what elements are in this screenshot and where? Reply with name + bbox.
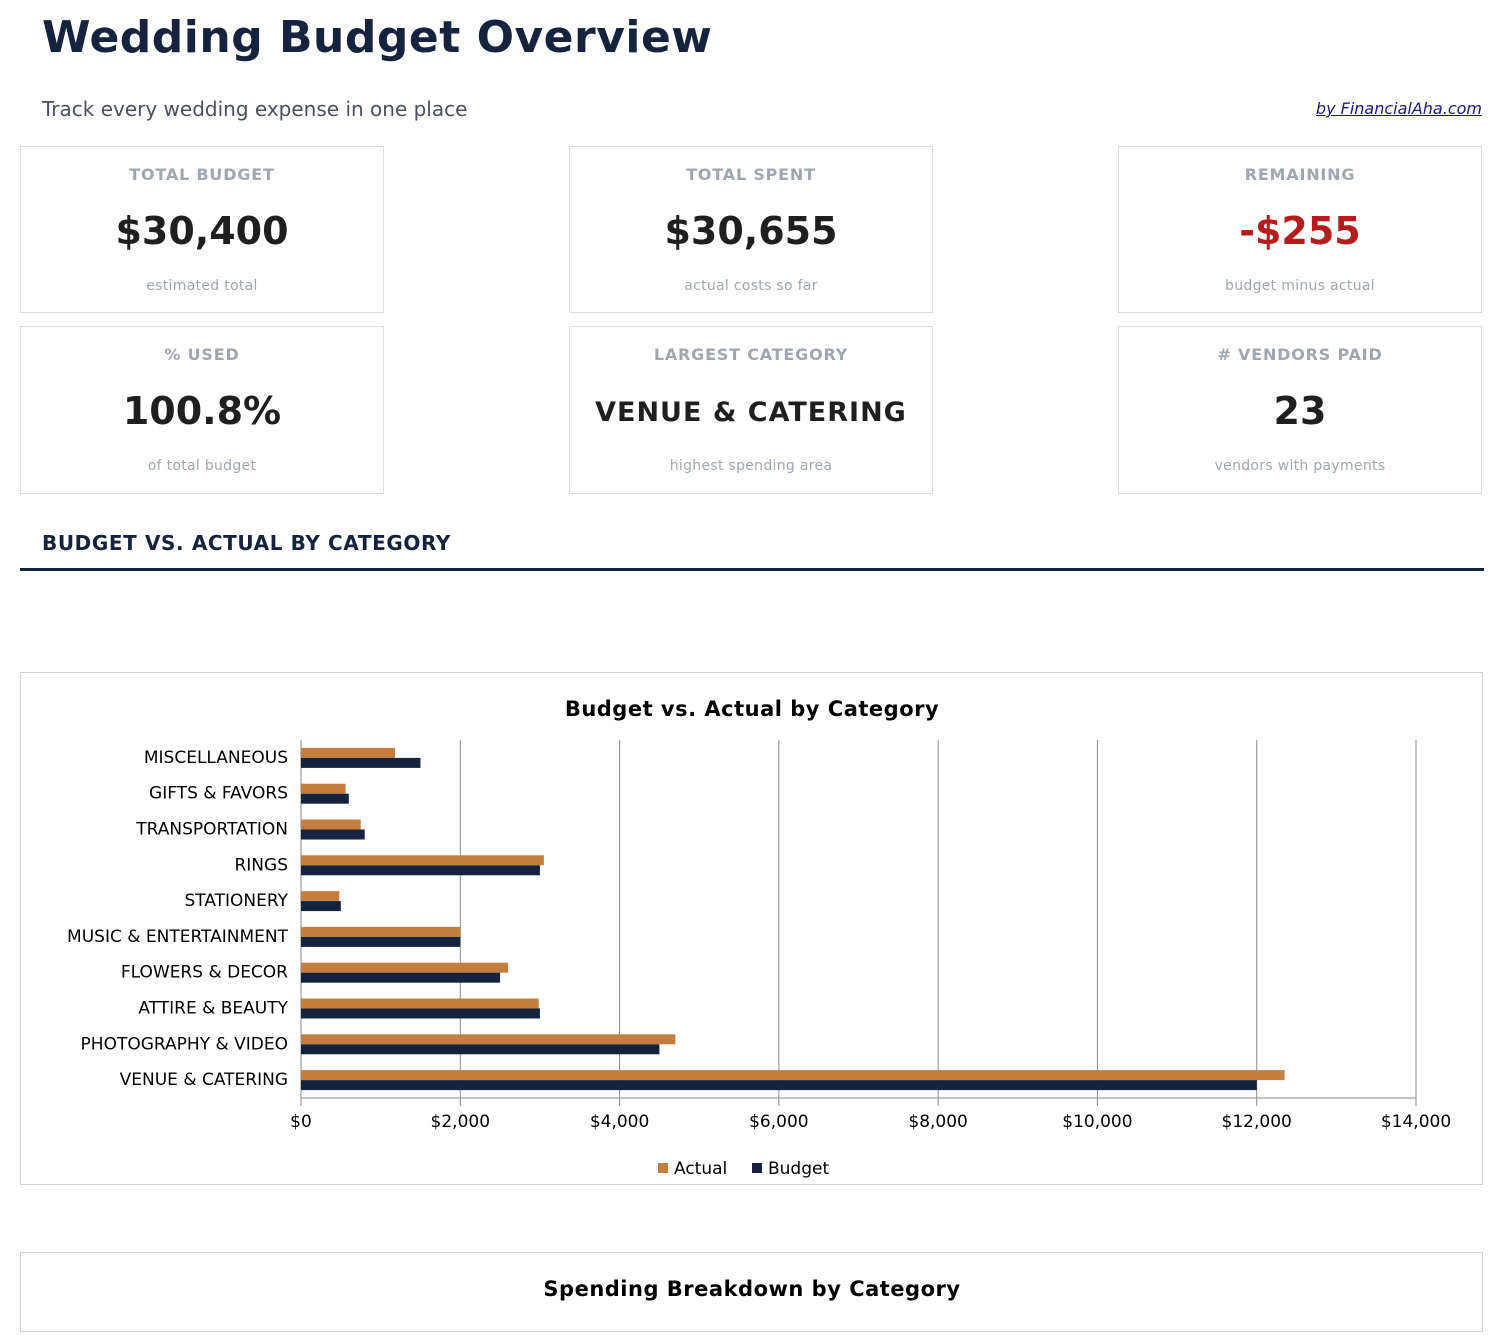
legend-label: Actual [674, 1159, 727, 1179]
bar [301, 926, 461, 937]
bar [301, 865, 540, 876]
kpi-label: TOTAL BUDGET [129, 165, 275, 184]
y-tick-label: MUSIC & ENTERTAINMENT [67, 927, 289, 947]
bar [301, 891, 340, 902]
bar [301, 901, 341, 912]
kpi-note: estimated total [146, 278, 258, 294]
kpi-value: $30,655 [664, 209, 838, 253]
bar [301, 819, 361, 830]
x-tick-label: $6,000 [749, 1112, 808, 1132]
kpi-note: budget minus actual [1225, 278, 1375, 294]
bar [301, 972, 501, 983]
bar-chart: Budget vs. Actual by Category $0 $2,000 $4,… [67, 697, 1451, 1179]
bar [301, 783, 346, 794]
x-tick-label: $12,000 [1222, 1112, 1292, 1132]
page: Wedding Budget Overview html, body { mar… [20, 12, 1484, 1332]
page-title: Wedding Budget Overview [42, 12, 713, 63]
bar [301, 998, 539, 1009]
chart-title: Spending Breakdown by Category [543, 1277, 960, 1301]
kpi-value: $30,400 [115, 209, 289, 253]
body: { "header": { "title": "Wedding Budget O… [20, 12, 1484, 1332]
y-tick-label: MISCELLANEOUS [144, 748, 288, 768]
x-tick-label: $8,000 [908, 1112, 967, 1132]
kpi-note: highest spending area [669, 458, 833, 474]
legend-swatch [658, 1163, 668, 1173]
pie-chart: Spending Breakdown by Category [543, 1277, 960, 1301]
bar [301, 757, 421, 768]
kpi-label: % USED [164, 345, 240, 364]
kpi-card: % USED 100.8% of total budget [20, 326, 384, 494]
bar [301, 962, 509, 973]
y-tick-label: VENUE & CATERING [120, 1070, 288, 1090]
kpi-card: TOTAL BUDGET $30,400 estimated total [20, 146, 384, 313]
y-tick-label: RINGS [234, 855, 288, 875]
chart-card: Budget vs. Actual by Category $0 $2,000 $4,… [20, 672, 1483, 1185]
bar [301, 855, 544, 866]
bar [301, 936, 461, 947]
kpi-card: TOTAL SPENT $30,655 actual costs so far [569, 146, 933, 313]
credit-link[interactable]: by FinancialAha.com [1315, 99, 1482, 118]
x-tick-label: $14,000 [1381, 1112, 1451, 1132]
kpi-note: actual costs so far [684, 278, 818, 294]
y-tick-label: PHOTOGRAPHY & VIDEO [81, 1034, 288, 1054]
bar [301, 747, 395, 758]
kpi-label: REMAINING [1244, 165, 1356, 184]
kpi-label: TOTAL SPENT [686, 165, 816, 184]
y-tick-label: ATTIRE & BEAUTY [138, 999, 288, 1019]
section-title: BUDGET VS. ACTUAL BY CATEGORY [42, 531, 451, 555]
x-tick-label: $2,000 [431, 1112, 490, 1132]
bar [301, 1034, 676, 1045]
y-tick-label: TRANSPORTATION [135, 820, 288, 840]
y-tick-label: STATIONERY [184, 891, 288, 911]
legend-swatch [752, 1163, 762, 1173]
x-tick-label: $10,000 [1062, 1112, 1132, 1132]
bar [301, 1080, 1257, 1091]
y-tick-label: FLOWERS & DECOR [121, 963, 288, 983]
kpi-note: vendors with payments [1214, 458, 1386, 474]
kpi-label: # VENDORS PAID [1217, 345, 1383, 364]
subtitle: Track every wedding expense in one place [42, 97, 468, 121]
kpi-value: VENUE & CATERING [595, 397, 907, 428]
kpi-value: 23 [1273, 389, 1327, 433]
chart-card: Spending Breakdown by Category [20, 1252, 1483, 1332]
y-tick-label: GIFTS & FAVORS [149, 784, 288, 804]
kpi-note: of total budget [147, 458, 257, 474]
bar [301, 1008, 540, 1019]
kpi-card: # VENDORS PAID 23 vendors with payments [1118, 326, 1482, 494]
kpi-card: REMAINING -$255 budget minus actual [1118, 146, 1482, 313]
chart-title: Budget vs. Actual by Category [565, 697, 939, 721]
bar [301, 829, 365, 840]
bar [301, 793, 349, 804]
kpi-value: 100.8% [122, 389, 282, 433]
x-tick-label: $0 [290, 1112, 312, 1132]
section-rule [20, 568, 1484, 571]
legend-label: Budget [768, 1159, 829, 1179]
kpi-value: -$255 [1239, 209, 1361, 253]
kpi-label: LARGEST CATEGORY [653, 345, 849, 364]
bar [301, 1070, 1285, 1081]
x-tick-label: $4,000 [590, 1112, 649, 1132]
kpi-card: LARGEST CATEGORY VENUE & CATERING highest … [569, 326, 933, 494]
bar [301, 1044, 660, 1055]
